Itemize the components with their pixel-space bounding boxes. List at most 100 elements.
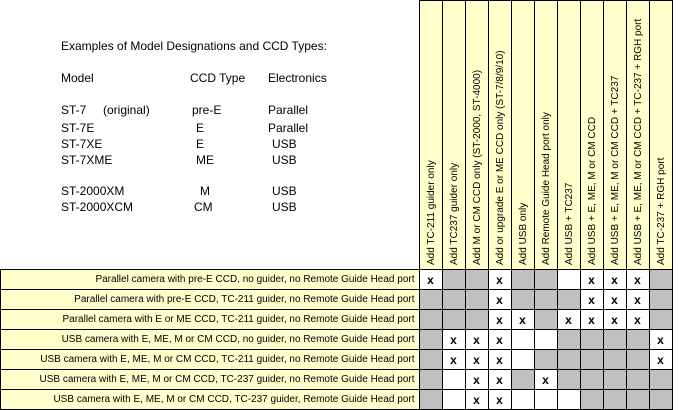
empty-cell	[579, 389, 604, 410]
example-row: ST-2000XCM CM USB	[0, 200, 418, 216]
empty-cell	[556, 389, 581, 410]
check-mark-cell: x	[464, 329, 489, 350]
empty-cell	[648, 389, 673, 410]
empty-cell	[648, 289, 673, 310]
empty-cell	[625, 329, 650, 350]
empty-cell	[418, 309, 443, 330]
example-electronics: USB	[272, 137, 297, 151]
example-electronics: Parallel	[268, 103, 309, 117]
empty-cell	[602, 349, 627, 370]
check-mark-cell: x	[510, 309, 535, 330]
empty-cell	[625, 389, 650, 410]
check-mark-cell: x	[487, 329, 512, 350]
check-mark-cell: x	[648, 329, 673, 350]
example-model: ST-2000XM	[61, 184, 125, 198]
column-header-label: Add USB + E, ME, M or CM CCD + TC237	[609, 75, 621, 265]
column-header-label: Add Remote Guide Head port only	[540, 112, 552, 265]
example-model: ST-2000XCM	[61, 200, 134, 214]
check-mark-cell: x	[625, 289, 650, 310]
column-header-label: Add USB + E, ME, M or CM CCD + TC-237 + …	[632, 18, 644, 265]
empty-cell	[648, 269, 673, 290]
empty-cell	[510, 329, 535, 350]
check-mark-cell: x	[487, 269, 512, 290]
column-header-label: Add USB + TC237	[563, 182, 575, 265]
check-mark-cell: x	[441, 329, 466, 350]
check-mark-cell: x	[602, 289, 627, 310]
empty-cell	[625, 349, 650, 370]
column-header: Add USB + E, ME, M or CM CCD + TC237	[602, 0, 627, 270]
empty-cell	[602, 369, 627, 390]
row-label: USB camera with E, ME, M or CM CCD, TC-2…	[0, 349, 420, 370]
example-model: ST-7E	[61, 121, 95, 135]
empty-cell	[510, 389, 535, 410]
check-mark-cell: x	[533, 369, 558, 390]
column-header: Add USB + TC237	[556, 0, 581, 270]
empty-cell	[648, 369, 673, 390]
example-row: ST-7XME ME USB	[0, 153, 418, 169]
empty-cell	[625, 369, 650, 390]
table-row: Parallel camera with pre-E CCD, no guide…	[0, 269, 673, 290]
empty-cell	[533, 269, 558, 290]
check-mark-cell: x	[464, 349, 489, 370]
empty-cell	[464, 309, 489, 330]
empty-cell	[510, 289, 535, 310]
column-header-label: Add TC-211 guider only	[425, 160, 437, 265]
example-ccd-type: ME	[196, 153, 214, 167]
example-ccd-type: CM	[194, 200, 213, 214]
empty-cell	[579, 329, 604, 350]
table-row: Parallel camera with E or ME CCD, TC-211…	[0, 309, 673, 330]
check-mark-cell: x	[464, 389, 489, 410]
empty-cell	[533, 309, 558, 330]
empty-cell	[441, 269, 466, 290]
check-mark-cell: x	[579, 289, 604, 310]
column-header: Add or upgrade E or ME CCD only (ST-7/8/…	[487, 0, 512, 270]
empty-cell	[579, 349, 604, 370]
empty-cell	[602, 329, 627, 350]
empty-cell	[418, 289, 443, 310]
check-mark-cell: x	[487, 349, 512, 370]
empty-cell	[418, 369, 443, 390]
check-mark-cell: x	[418, 269, 443, 290]
empty-cell	[464, 269, 489, 290]
example-row: ST-7 (original) pre-E Parallel	[0, 103, 418, 119]
row-label: USB camera with E, ME, M or CM CCD, no g…	[0, 329, 420, 350]
empty-cell	[510, 369, 535, 390]
row-label: Parallel camera with pre-E CCD, no guide…	[0, 269, 420, 290]
check-mark-cell: x	[464, 369, 489, 390]
example-electronics: USB	[272, 153, 297, 167]
example-electronics: Parallel	[268, 121, 309, 135]
example-row: ST-2000XM M USB	[0, 184, 418, 200]
row-label: Parallel camera with pre-E CCD, TC-211 g…	[0, 289, 420, 310]
electronics-header: Electronics	[268, 71, 327, 85]
example-ccd-type: E	[196, 121, 205, 135]
example-electronics: USB	[272, 200, 297, 214]
column-header-label: Add TC-237 + RGH port	[655, 157, 667, 265]
empty-cell	[556, 329, 581, 350]
check-mark-cell: x	[625, 309, 650, 330]
check-mark-cell: x	[487, 309, 512, 330]
empty-cell	[418, 389, 443, 410]
table-row: USB camera with E, ME, M or CM CCD, TC-2…	[0, 389, 673, 410]
empty-cell	[510, 269, 535, 290]
table-row: USB camera with E, ME, M or CM CCD, no g…	[0, 329, 673, 350]
check-mark-cell: x	[602, 269, 627, 290]
empty-cell	[556, 369, 581, 390]
empty-cell	[418, 349, 443, 370]
column-header: Add USB only	[510, 0, 535, 270]
row-label: USB camera with E, ME, M or CM CCD, TC-2…	[0, 389, 420, 410]
examples-panel: Examples of Model Designations and CCD T…	[0, 0, 418, 268]
column-header-label: Add USB + E, ME, M or CM CCD	[586, 116, 598, 265]
example-electronics: USB	[272, 184, 297, 198]
example-model: ST-7 (original)	[61, 103, 150, 117]
empty-cell	[441, 369, 466, 390]
empty-cell	[533, 389, 558, 410]
empty-cell	[464, 289, 489, 310]
empty-cell	[441, 389, 466, 410]
column-header: Add TC-211 guider only	[418, 0, 443, 270]
empty-cell	[510, 349, 535, 370]
column-header: Add TC-237 + RGH port	[648, 0, 673, 270]
empty-cell	[556, 349, 581, 370]
column-header-label: Add USB only	[517, 202, 529, 265]
check-mark-cell: x	[648, 349, 673, 370]
